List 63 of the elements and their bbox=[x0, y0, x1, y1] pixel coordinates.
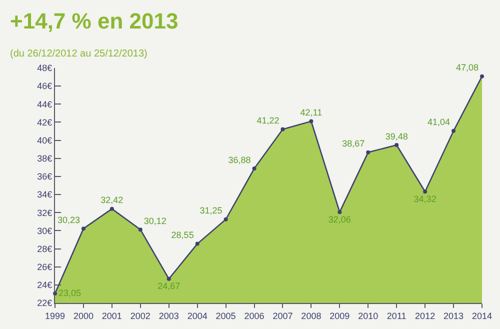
point bbox=[309, 119, 314, 124]
data-label: 30,12 bbox=[144, 216, 166, 226]
x-tick-label: 2014 bbox=[472, 310, 492, 321]
y-tick-label: 28€ bbox=[37, 244, 52, 254]
x-tick-label: 2013 bbox=[444, 310, 464, 321]
point bbox=[110, 206, 114, 211]
point bbox=[81, 226, 86, 231]
x-tick-label: 2002 bbox=[130, 310, 150, 321]
data-label: 39,48 bbox=[385, 131, 408, 142]
y-tick-label: 38€ bbox=[37, 154, 52, 164]
x-tick-label: 2008 bbox=[301, 310, 322, 321]
y-tick-label: 40€ bbox=[37, 135, 52, 146]
y-tick-label: 36€ bbox=[37, 172, 52, 182]
y-tick-label: 46€ bbox=[37, 81, 52, 92]
x-tick-label: 2012 bbox=[415, 310, 436, 321]
point bbox=[452, 128, 456, 133]
chart-title: +14,7 % en 2013 bbox=[10, 8, 178, 34]
data-label: 32,06 bbox=[328, 214, 351, 224]
point bbox=[138, 228, 142, 232]
x-tick-label: 2009 bbox=[330, 310, 350, 321]
x-tick-label: 2001 bbox=[102, 310, 122, 321]
point bbox=[423, 190, 428, 194]
y-tick-label: 34€ bbox=[37, 190, 52, 200]
y-tick-label: 30€ bbox=[37, 226, 52, 236]
y-tick-label: 22€ bbox=[37, 298, 52, 308]
x-tick-label: 2006 bbox=[244, 310, 264, 321]
data-label: 47,08 bbox=[456, 62, 478, 73]
y-tick-label: 48€ bbox=[37, 63, 52, 74]
data-label: 41,22 bbox=[256, 116, 280, 126]
y-tick-label: 32€ bbox=[37, 208, 52, 218]
x-tick-label: 1999 bbox=[44, 310, 66, 321]
data-label: 34,32 bbox=[414, 194, 436, 204]
x-tick-label: 2004 bbox=[187, 310, 208, 321]
data-label: 23,05 bbox=[58, 288, 82, 298]
point bbox=[224, 217, 228, 222]
y-tick-label: 24€ bbox=[37, 280, 52, 290]
point bbox=[166, 276, 171, 281]
data-label: 32,42 bbox=[100, 195, 124, 206]
data-label: 42,11 bbox=[300, 107, 322, 118]
data-label: 38,67 bbox=[342, 138, 365, 149]
chart-subtitle: (du 26/12/2012 au 25/12/2013) bbox=[10, 48, 148, 60]
point bbox=[195, 242, 200, 246]
data-label: 28,55 bbox=[171, 230, 194, 240]
data-label: 36,88 bbox=[228, 154, 251, 165]
x-tick-label: 2005 bbox=[216, 310, 236, 321]
point bbox=[338, 210, 342, 214]
point bbox=[366, 150, 370, 154]
y-tick-label: 26€ bbox=[37, 262, 52, 272]
point bbox=[480, 74, 484, 78]
point bbox=[252, 166, 256, 171]
data-label: 41,04 bbox=[428, 117, 450, 128]
x-tick-label: 2000 bbox=[73, 310, 94, 321]
x-tick-label: 2010 bbox=[358, 310, 378, 321]
data-label: 24,67 bbox=[158, 281, 180, 292]
x-tick-label: 2011 bbox=[386, 310, 406, 321]
point bbox=[394, 143, 399, 148]
y-tick-label: 44€ bbox=[37, 99, 52, 110]
data-label: 31,25 bbox=[200, 206, 222, 216]
point bbox=[280, 127, 285, 132]
data-label: 30,23 bbox=[57, 214, 80, 225]
x-tick-label: 2003 bbox=[158, 310, 179, 321]
x-tick-label: 2007 bbox=[272, 310, 293, 321]
y-tick-label: 42€ bbox=[37, 117, 52, 128]
